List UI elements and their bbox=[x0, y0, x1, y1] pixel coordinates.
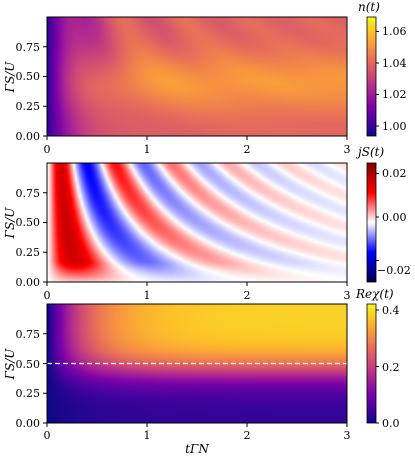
colorbar-tick-label: 0.02 bbox=[382, 167, 407, 180]
y-axis-label: ΓS/U bbox=[3, 61, 17, 94]
x-axis-label: tΓN bbox=[185, 442, 209, 456]
y-ticks: 0.00 0.25 0.50 0.75 bbox=[16, 328, 47, 430]
colorbar-ticks: 1.00 1.02 1.04 1.06 bbox=[376, 25, 407, 133]
x-tick-label: 3 bbox=[344, 429, 351, 442]
y-tick-label: 0.25 bbox=[16, 100, 41, 113]
colorbar-tick-label: −0.02 bbox=[377, 264, 411, 277]
colorbar-tick-label: 1.00 bbox=[382, 120, 407, 133]
x-tick-label: 3 bbox=[344, 143, 351, 156]
x-tick-label: 1 bbox=[144, 289, 151, 302]
x-tick-label: 1 bbox=[144, 143, 151, 156]
colorbar-tick-label: 1.04 bbox=[382, 57, 407, 70]
x-tick-label: 2 bbox=[244, 143, 251, 156]
y-ticks: 0.00 0.25 0.50 0.75 bbox=[16, 187, 47, 289]
colorbar-tick-label: 1.02 bbox=[382, 88, 407, 101]
x-tick-label: 0 bbox=[44, 143, 51, 156]
y-tick-label: 0.75 bbox=[16, 41, 41, 54]
y-tick-label: 0.50 bbox=[16, 70, 41, 83]
y-tick-label: 0.75 bbox=[16, 187, 41, 200]
y-tick-label: 0.25 bbox=[16, 246, 41, 259]
panel-1: 0 1 2 3 0.00 0.25 0.50 0.75 ΓS/U n(t) 1.… bbox=[3, 0, 407, 156]
panel-3: 0 1 2 3 0.00 0.25 0.50 0.75 ΓS/U tΓN Reχ… bbox=[3, 287, 400, 456]
x-tick-label: 0 bbox=[44, 429, 51, 442]
x-tick-label: 0 bbox=[44, 289, 51, 302]
colorbar-ticks: 0.02 0.00 −0.02 bbox=[376, 167, 411, 277]
heatmap-current bbox=[47, 163, 347, 282]
colorbar-label: n(t) bbox=[358, 0, 380, 14]
x-ticks: 0 1 2 3 bbox=[44, 282, 351, 302]
y-tick-label: 0.50 bbox=[16, 216, 41, 229]
y-tick-label: 0.75 bbox=[16, 328, 41, 341]
panel-2: 0 1 2 3 0.00 0.25 0.50 0.75 ΓS/U jS(t) 0… bbox=[3, 145, 411, 302]
y-tick-label: 0.25 bbox=[16, 387, 41, 400]
colorbar-ticks: 0.4 0.2 0.0 bbox=[376, 304, 400, 430]
colorbar bbox=[366, 16, 377, 137]
colorbar-tick-label: 0.2 bbox=[382, 361, 400, 374]
colorbar-label: Reχ(t) bbox=[355, 287, 394, 301]
x-ticks: 0 1 2 3 bbox=[44, 423, 351, 442]
y-tick-label: 0.00 bbox=[16, 130, 41, 143]
colorbar-tick-label: 0.4 bbox=[382, 304, 400, 317]
colorbar-tick-label: 0.0 bbox=[382, 417, 400, 430]
y-tick-label: 0.00 bbox=[16, 276, 41, 289]
x-tick-label: 2 bbox=[244, 289, 251, 302]
y-tick-label: 0.50 bbox=[16, 358, 41, 371]
x-tick-label: 3 bbox=[344, 289, 351, 302]
x-tick-label: 1 bbox=[144, 429, 151, 442]
colorbar-label: jS(t) bbox=[355, 145, 384, 159]
x-tick-label: 2 bbox=[244, 429, 251, 442]
y-tick-label: 0.00 bbox=[16, 417, 41, 430]
colorbar bbox=[366, 162, 377, 283]
colorbar bbox=[366, 303, 377, 424]
colorbar-tick-label: 0.00 bbox=[382, 211, 407, 224]
y-axis-label: ΓS/U bbox=[3, 207, 17, 240]
colorbar-tick-label: 1.06 bbox=[382, 25, 407, 38]
y-axis-label: ΓS/U bbox=[3, 348, 17, 381]
y-ticks: 0.00 0.25 0.50 0.75 bbox=[16, 41, 47, 143]
heatmap-density bbox=[47, 17, 347, 136]
x-ticks: 0 1 2 3 bbox=[44, 136, 351, 156]
